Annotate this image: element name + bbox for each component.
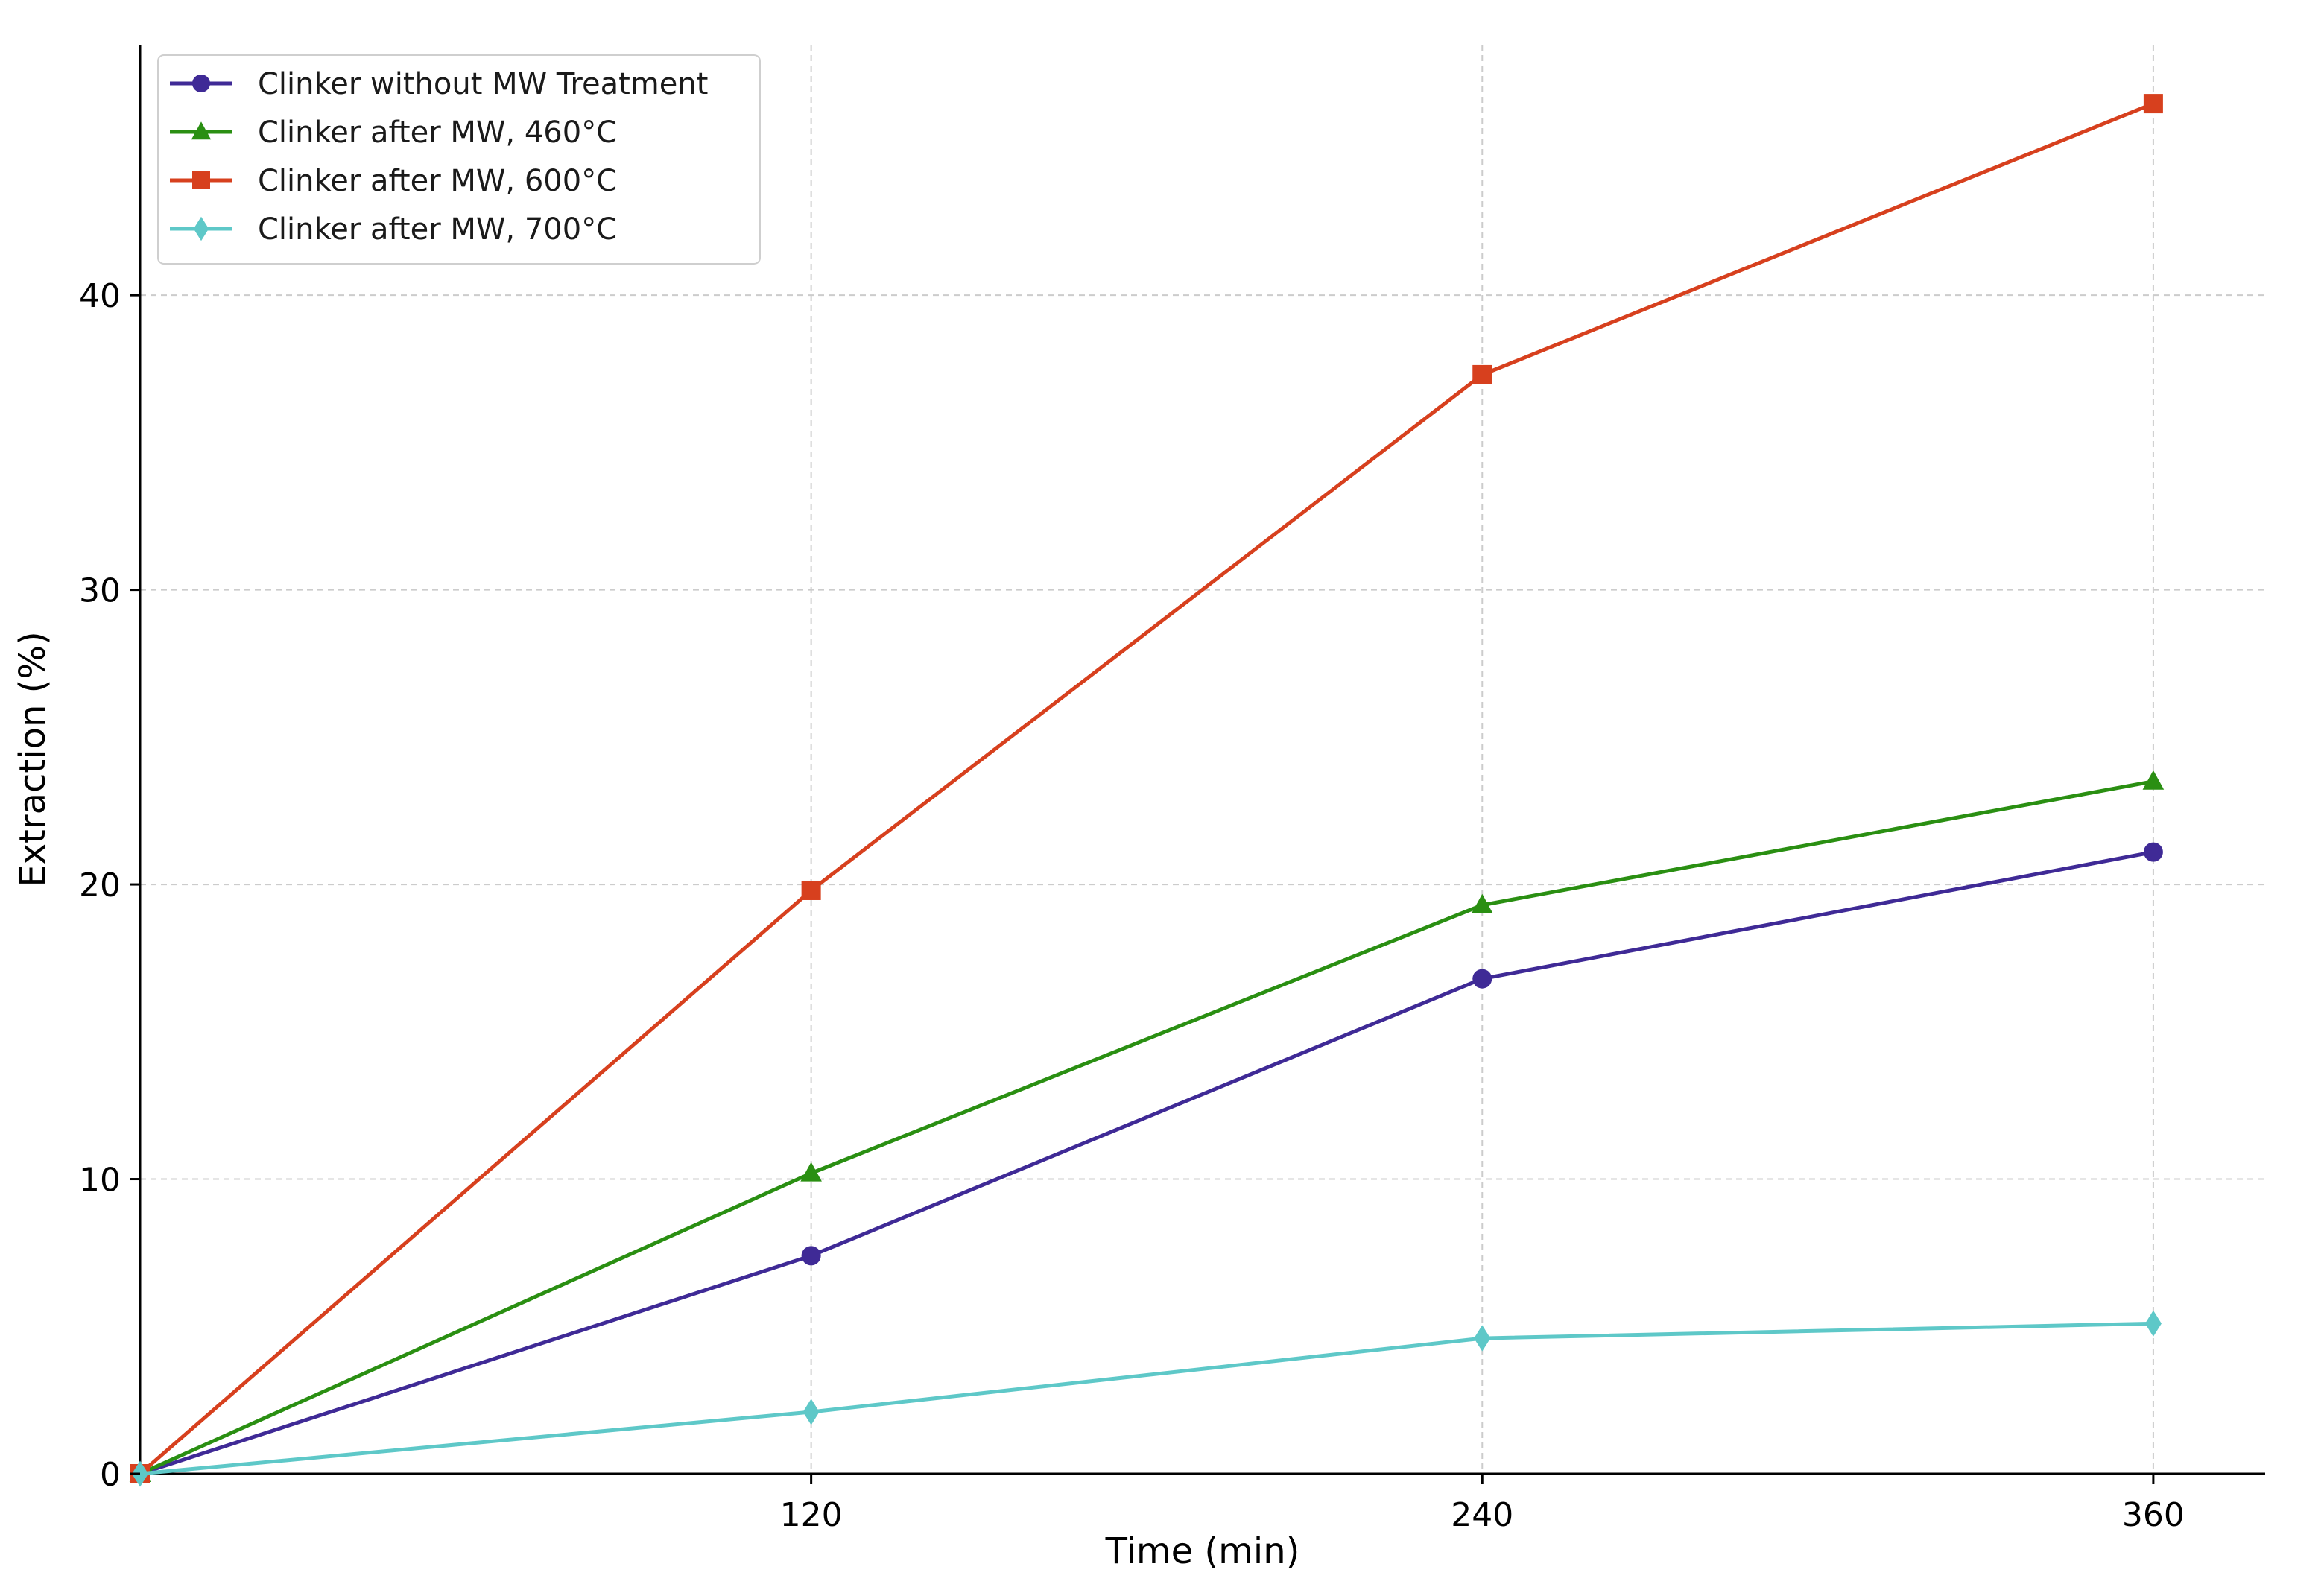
- y-tick-label: 30: [79, 572, 121, 610]
- data-point: [800, 1162, 822, 1182]
- series-line: [139, 850, 2154, 1476]
- legend-item: Clinker after MW, 600°C: [170, 164, 617, 198]
- legend-marker: [192, 171, 210, 189]
- y-tick-label: 0: [100, 1456, 121, 1494]
- data-point: [2142, 770, 2165, 790]
- legend-item: Clinker after MW, 700°C: [170, 212, 617, 247]
- data-point: [801, 1246, 821, 1266]
- series-1: [130, 842, 2163, 1483]
- legend-item: Clinker after MW, 460°C: [170, 115, 617, 150]
- data-point: [2144, 1310, 2162, 1337]
- series-2: [129, 770, 2165, 1483]
- legend-marker: [191, 121, 212, 140]
- data-point: [1471, 893, 1493, 913]
- y-tick-label: 40: [79, 277, 121, 315]
- series-3: [130, 94, 2163, 1483]
- data-point: [2143, 94, 2163, 114]
- legend-item: Clinker without MW Treatment: [170, 67, 708, 101]
- legend-label: Clinker without MW Treatment: [258, 67, 708, 101]
- series-line: [139, 101, 2154, 1475]
- data-point: [1474, 1325, 1491, 1352]
- series-line: [139, 779, 2154, 1476]
- data-series: [129, 94, 2165, 1487]
- legend-label: Clinker after MW, 460°C: [258, 115, 617, 150]
- data-point: [2143, 842, 2163, 862]
- x-tick-label: 120: [780, 1496, 843, 1534]
- tick-labels: 120 240 360 0 10 20 30 40: [79, 277, 2185, 1534]
- data-point: [1472, 364, 1492, 384]
- y-axis-label: Extraction (%): [12, 631, 54, 887]
- legend-box: [157, 54, 761, 265]
- y-tick-label: 20: [79, 867, 121, 905]
- data-point: [801, 880, 821, 900]
- legend-marker: [193, 216, 209, 241]
- series-line: [139, 1321, 2153, 1476]
- x-tick-label: 360: [2122, 1496, 2185, 1534]
- data-point: [1472, 969, 1492, 989]
- y-tick-label: 10: [79, 1162, 121, 1200]
- x-tick-label: 240: [1451, 1496, 1513, 1534]
- grid-lines: [140, 45, 2265, 1474]
- x-axis-label: Time (min): [1105, 1530, 1300, 1572]
- legend-label: Clinker after MW, 600°C: [258, 164, 617, 198]
- series-4: [131, 1310, 2162, 1487]
- legend-marker: [192, 75, 210, 92]
- legend: Clinker without MW Treatment Clinker afte…: [157, 54, 761, 265]
- data-point: [802, 1399, 820, 1425]
- axes: [139, 45, 2265, 1475]
- legend-label: Clinker after MW, 700°C: [258, 212, 617, 247]
